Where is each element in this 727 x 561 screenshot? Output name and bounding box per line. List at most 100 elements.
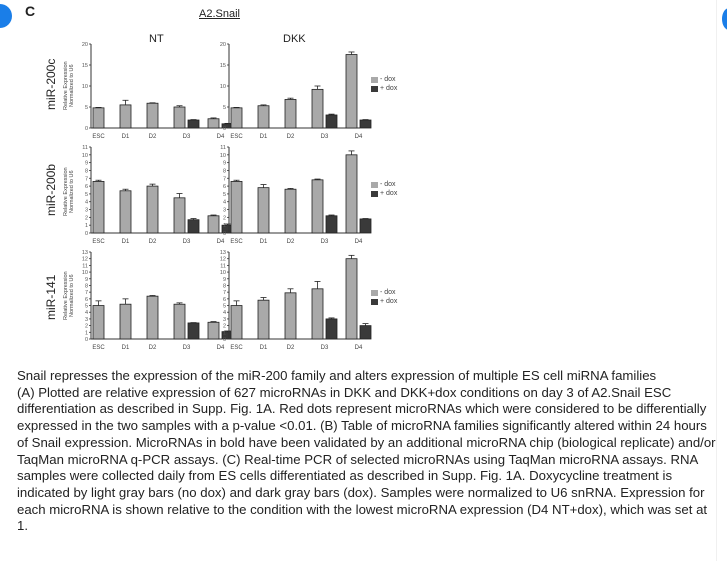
svg-text:2: 2	[223, 215, 226, 221]
svg-text:7: 7	[85, 290, 88, 296]
svg-text:7: 7	[223, 290, 226, 296]
legend-row1: - dox + dox	[371, 75, 397, 93]
svg-text:D3: D3	[183, 134, 191, 140]
svg-text:0: 0	[223, 337, 226, 343]
svg-text:D1: D1	[260, 345, 268, 351]
row-label-mir-200b: miR-200b	[44, 163, 58, 216]
svg-text:D3: D3	[321, 134, 329, 140]
svg-text:5: 5	[85, 105, 88, 111]
chart-mir-141-dkk: 0 1 2 3 4 5 6 7 8 9 10 11 12 13 ESC D1 D2 D3 D4	[217, 250, 372, 358]
caption-title: Snail represses the expression of the mi…	[17, 368, 657, 383]
y-axis-label-line2: Normalized to U6	[69, 64, 75, 107]
svg-text:1: 1	[85, 330, 88, 336]
svg-text:0: 0	[223, 126, 226, 132]
svg-text:4: 4	[223, 310, 226, 316]
svg-text:0: 0	[85, 126, 88, 132]
svg-text:5: 5	[223, 192, 226, 198]
svg-text:3: 3	[223, 208, 226, 214]
svg-text:5: 5	[85, 304, 88, 310]
svg-text:D4: D4	[217, 345, 225, 351]
svg-text:6: 6	[85, 184, 88, 190]
svg-text:ESC: ESC	[230, 345, 243, 351]
svg-text:8: 8	[223, 283, 226, 289]
y-axis-label-row3: Relative Expression Normalized to U6	[63, 271, 75, 320]
panel-letter: C	[25, 3, 36, 19]
legend-swatch-dark	[371, 298, 378, 305]
svg-text:0: 0	[85, 231, 88, 237]
svg-text:3: 3	[85, 317, 88, 323]
svg-text:D2: D2	[287, 239, 295, 245]
svg-text:1: 1	[223, 330, 226, 336]
svg-text:D2: D2	[287, 345, 295, 351]
svg-text:10: 10	[220, 153, 226, 159]
chart-mir-200c-nt: 0 5 10 15 20 ESC D1 D2 D3 D4	[79, 42, 234, 147]
page-divider	[716, 0, 717, 561]
condition-title-nt: NT	[149, 33, 164, 45]
chart-mir-200b-nt: 0 1 2 3 4 5 6 7 8 9 10 11 ESC D1 D2 D3 D4	[79, 145, 234, 252]
svg-text:3: 3	[85, 208, 88, 214]
svg-text:10: 10	[82, 84, 88, 90]
svg-text:13: 13	[82, 250, 88, 256]
legend-item-plus-dox: + dox	[371, 297, 397, 306]
svg-text:D3: D3	[183, 345, 191, 351]
legend-label: - dox	[380, 76, 396, 83]
svg-text:8: 8	[85, 283, 88, 289]
legend-label: - dox	[380, 181, 396, 188]
legend-row2: - dox + dox	[371, 180, 397, 198]
legend-swatch-light	[371, 289, 378, 296]
y-axis-label-line2: Normalized to U6	[69, 274, 75, 317]
svg-text:12: 12	[220, 257, 226, 263]
legend-swatch-light	[371, 181, 378, 188]
svg-text:ESC: ESC	[92, 239, 105, 245]
svg-text:20: 20	[82, 42, 88, 48]
svg-text:4: 4	[85, 310, 88, 316]
navigation-dot-right[interactable]	[722, 8, 727, 30]
svg-text:9: 9	[223, 277, 226, 283]
svg-text:D1: D1	[122, 345, 130, 351]
svg-text:6: 6	[223, 297, 226, 303]
svg-text:D4: D4	[355, 345, 363, 351]
chart-mir-141-nt: 0 1 2 3 4 5 6 7 8 9 10 11 12 13 ESC D1 D2 D3 D4	[79, 250, 234, 358]
svg-text:3: 3	[223, 317, 226, 323]
svg-text:10: 10	[82, 153, 88, 159]
svg-text:D3: D3	[183, 239, 191, 245]
legend-item-plus-dox: + dox	[371, 84, 397, 93]
row-label-mir-200c: miR-200c	[44, 58, 58, 110]
chart-mir-200b-dkk: 0 1 2 3 4 5 6 7 8 9 10 11 ESC D1 D2 D3 D4	[217, 145, 372, 252]
svg-text:D3: D3	[321, 239, 329, 245]
navigation-dot-left[interactable]	[0, 4, 12, 28]
svg-text:D4: D4	[355, 134, 363, 140]
svg-text:ESC: ESC	[230, 134, 243, 140]
svg-text:0: 0	[223, 231, 226, 237]
condition-title-dkk: DKK	[283, 33, 306, 45]
svg-text:ESC: ESC	[230, 239, 243, 245]
svg-text:2: 2	[85, 215, 88, 221]
svg-text:2: 2	[85, 324, 88, 330]
svg-text:D2: D2	[149, 134, 157, 140]
y-axis-label-row2: Relative Expression Normalized to U6	[63, 167, 75, 216]
legend-swatch-light	[371, 76, 378, 83]
svg-text:D4: D4	[355, 239, 363, 245]
row-label-mir-141: miR-141	[44, 274, 58, 320]
svg-text:5: 5	[85, 192, 88, 198]
svg-text:D4: D4	[217, 134, 225, 140]
svg-text:9: 9	[223, 161, 226, 167]
chart-mir-200c-dkk: 0 5 10 15 20 ESC D1 D2 D3 D4	[217, 42, 372, 147]
svg-text:1: 1	[85, 223, 88, 229]
legend-label: + dox	[380, 298, 398, 305]
svg-text:20: 20	[220, 42, 226, 48]
svg-text:11: 11	[82, 263, 88, 269]
svg-text:2: 2	[223, 324, 226, 330]
svg-text:0: 0	[85, 337, 88, 343]
y-axis-label-line2: Normalized to U6	[69, 170, 75, 213]
legend-label: + dox	[380, 85, 398, 92]
svg-text:7: 7	[223, 176, 226, 182]
svg-text:5: 5	[223, 105, 226, 111]
svg-text:12: 12	[82, 257, 88, 263]
svg-text:1: 1	[223, 223, 226, 229]
legend-item-plus-dox: + dox	[371, 189, 397, 198]
svg-text:15: 15	[82, 63, 88, 69]
figure-title: A2.Snail	[199, 8, 240, 20]
svg-text:D2: D2	[149, 345, 157, 351]
svg-text:10: 10	[220, 84, 226, 90]
